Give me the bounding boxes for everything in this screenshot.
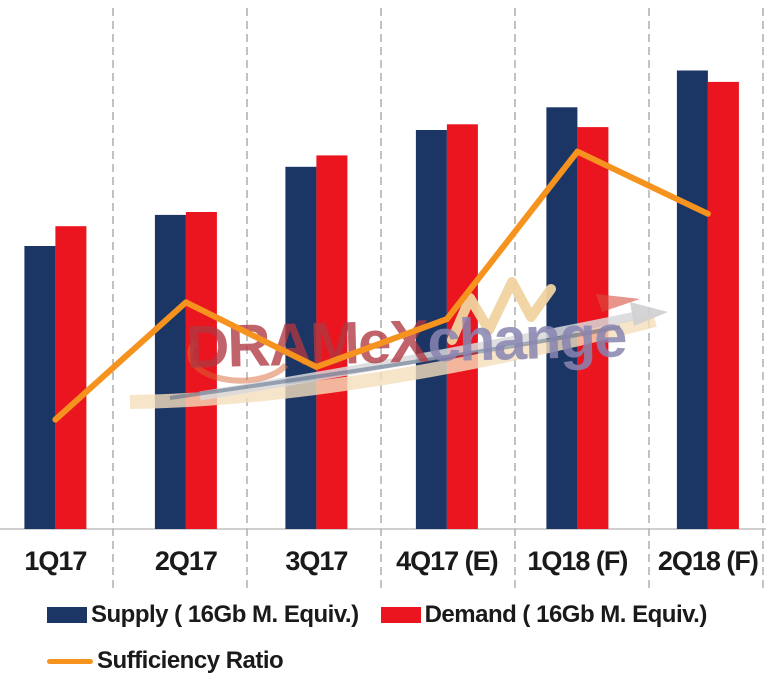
x-axis-label-4q17-e: 4Q17 (E) [396, 546, 499, 576]
supply-legend-label: Supply ( 16Gb M. Equiv.) [91, 601, 359, 628]
legend: Supply ( 16Gb M. Equiv.) Demand ( 16Gb M… [47, 600, 747, 676]
sufficiency-ratio-legend-swatch [47, 658, 93, 664]
sufficiency-ratio-line [52, 148, 711, 423]
legend-row-line: Sufficiency Ratio [47, 646, 747, 676]
supply-legend-swatch [47, 607, 87, 623]
x-axis-label-1q18-f: 1Q18 (F) [527, 546, 628, 576]
supply-bar-1q17 [24, 246, 56, 529]
x-axis-label-3q17: 3Q17 [285, 546, 348, 576]
demand-legend-label: Demand ( 16Gb M. Equiv.) [424, 601, 708, 628]
x-axis-label-2q17: 2Q17 [154, 546, 218, 576]
demand-legend-swatch [380, 607, 421, 623]
legend-row-bars: Supply ( 16Gb M. Equiv.) Demand ( 16Gb M… [47, 600, 747, 630]
supply-bar-2q18-f [676, 70, 708, 529]
demand-bar-2q18-f [707, 81, 739, 530]
sufficiency-ratio-legend-label: Sufficiency Ratio [97, 647, 284, 674]
x-axis-label-2q18-f: 2Q18 (F) [657, 546, 759, 576]
demand-bar-1q17 [55, 226, 87, 529]
x-axis-label-1q17: 1Q17 [24, 546, 87, 576]
